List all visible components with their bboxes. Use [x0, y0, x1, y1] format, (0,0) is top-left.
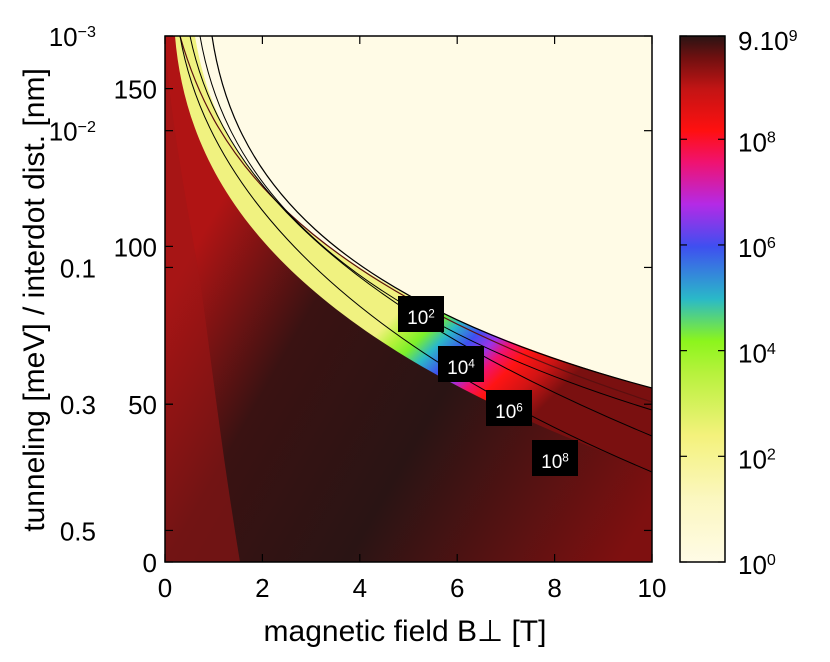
x-tick-label: 2: [255, 573, 269, 603]
contour-label-text: 106: [495, 402, 523, 423]
y-tick-label-tunneling: 10−2: [49, 117, 96, 147]
x-tick-label: 8: [547, 573, 561, 603]
y-tick-label-tunneling: 0.1: [60, 253, 96, 283]
colorbar-tick-label: 9.109: [738, 26, 798, 56]
x-axis: 0 2 4 6 8 10: [158, 36, 667, 603]
x-axis-label-text: magnetic field B⊥ [T]: [264, 615, 547, 648]
contour-label: 108: [532, 440, 578, 476]
y-tick-label-tunneling: 0.3: [60, 390, 96, 420]
colorbar-frame: [679, 35, 726, 563]
contour-label: 102: [398, 296, 444, 332]
contour-label-box: [486, 390, 532, 426]
contour-line-10-2: [211, 36, 652, 389]
heatmap-left-ridge: [165, 40, 240, 562]
contour-label-text: 102: [407, 308, 435, 329]
plot-frame: [164, 35, 653, 563]
contour-line-10-6: [189, 36, 652, 437]
colorbar-ticks: 100 102 104 106 108 9.109: [680, 26, 798, 580]
y-tick-label-distance: 100: [114, 232, 157, 262]
contour-label-text: 108: [541, 452, 569, 473]
colorbar-tick-label: 108: [738, 127, 776, 157]
y-axis-label: tunneling [meV] / interdot dist. [nm]: [18, 68, 51, 532]
contour-label-box: [438, 346, 484, 382]
x-tick-label: 0: [158, 573, 172, 603]
heatmap-dark-region: [165, 36, 652, 562]
colorbar-tick-label: 102: [738, 444, 776, 474]
contour-label-box: [532, 440, 578, 476]
y-tick-label-tunneling: 0.5: [60, 516, 96, 546]
colorbar-tick-label: 104: [738, 339, 776, 369]
contour-labels: 102 104 106 108: [398, 296, 578, 476]
colorbar-tick-label: 106: [738, 233, 776, 263]
y-tick-label-distance: 0: [143, 548, 157, 578]
x-tick-label: 10: [638, 573, 667, 603]
contour-label: 104: [438, 346, 484, 382]
contour-line-10-4: [199, 36, 652, 411]
y-tick-label-distance: 50: [128, 390, 157, 420]
colorbar-tick-label: 100: [738, 550, 776, 580]
x-tick-label: 4: [353, 573, 367, 603]
x-tick-label: 6: [450, 573, 464, 603]
y-tick-label-tunneling: 10−3: [49, 22, 96, 52]
contour-label-text: 104: [447, 358, 475, 379]
y-axis: 10−3 10−2 0.1 0.3 0.5 150 100 50 0: [49, 22, 652, 578]
x-axis-label: magnetic field B⊥ [T]: [264, 615, 547, 648]
colorbar: [680, 36, 725, 562]
contour-label: 106: [486, 390, 532, 426]
contour-label-box: [398, 296, 444, 332]
y-tick-label-distance: 150: [114, 75, 157, 105]
